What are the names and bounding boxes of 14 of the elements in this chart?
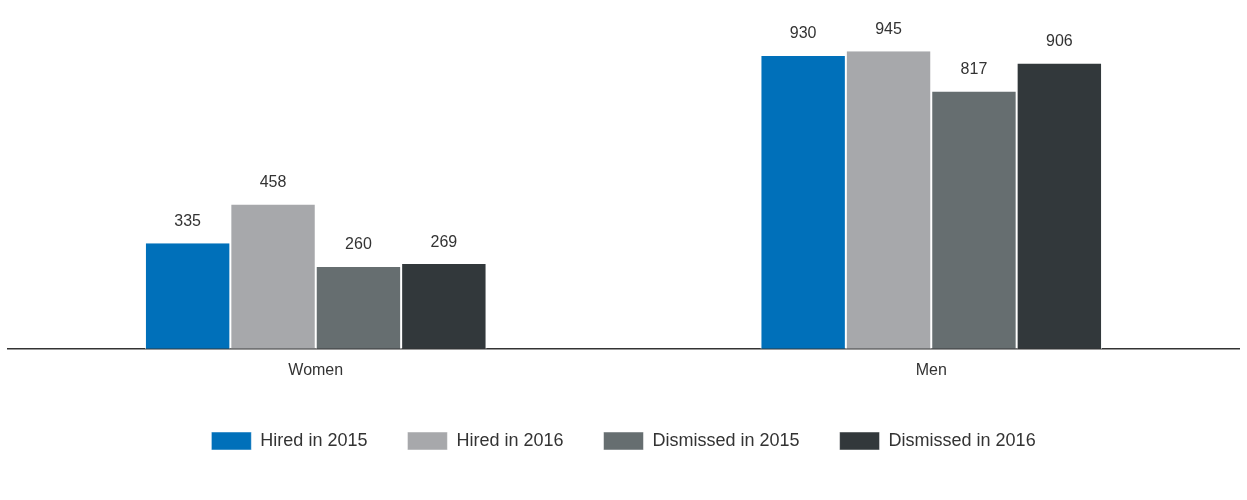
data-label: 335	[174, 211, 202, 229]
data-label: 930	[789, 24, 817, 42]
legend-label: Dismissed in 2015	[652, 429, 800, 450]
data-label: 269	[430, 232, 458, 250]
legend-label: Hired in 2015	[260, 429, 368, 450]
legend-label: Dismissed in 2016	[888, 429, 1036, 450]
legend-label: Hired in 2016	[456, 429, 564, 450]
data-label: 260	[345, 235, 372, 253]
data-label: 458	[259, 173, 287, 191]
data-label: 945	[875, 19, 902, 37]
x-tick-label: Men	[915, 360, 947, 378]
x-tick-label: Women	[288, 360, 344, 378]
data-label: 817	[960, 60, 988, 78]
data-label: 906	[1046, 32, 1073, 49]
